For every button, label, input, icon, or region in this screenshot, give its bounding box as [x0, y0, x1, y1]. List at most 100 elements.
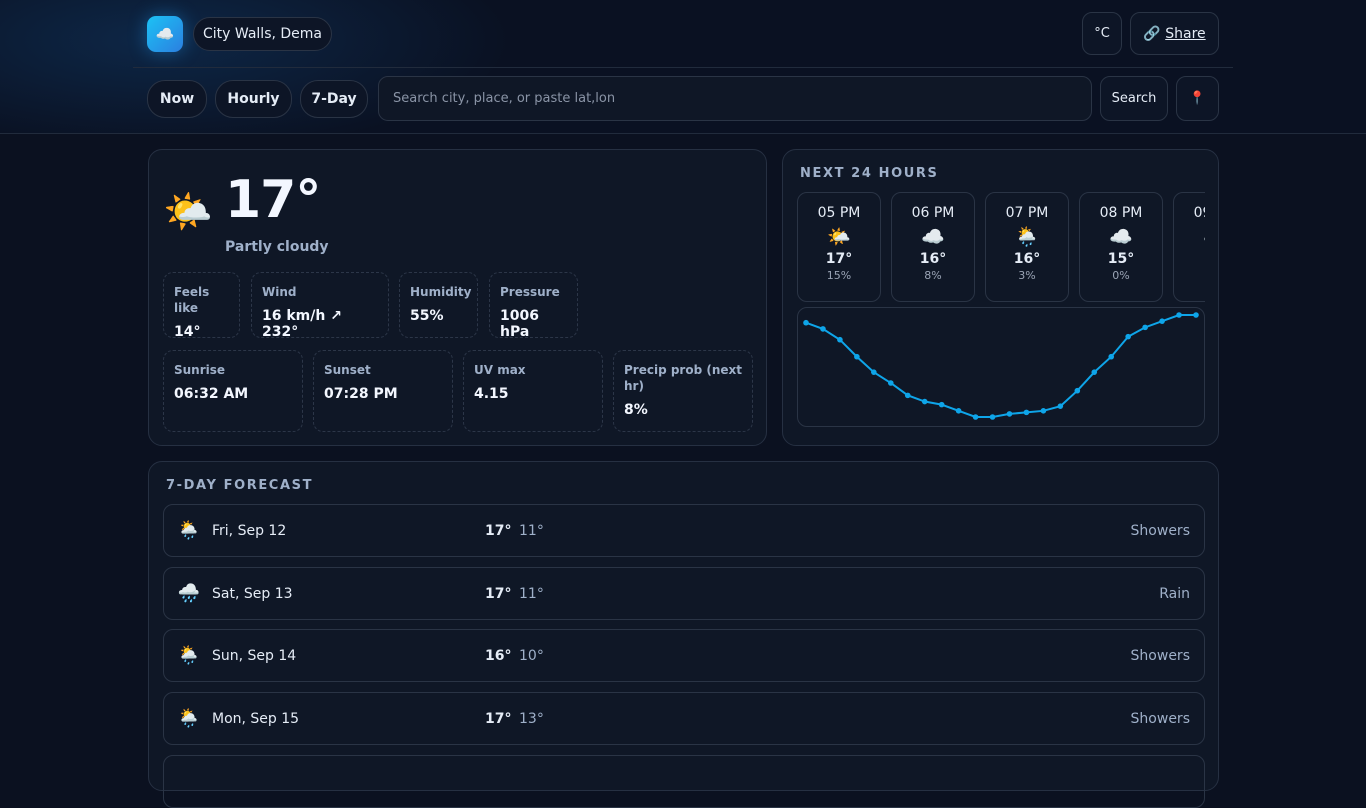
search-input[interactable]: Search city, place, or paste lat,lon	[378, 76, 1092, 121]
current-weather-card: 🌤️ 17° Partly cloudy Feels like 14° Wind 1…	[148, 149, 767, 446]
day-row[interactable]	[163, 755, 1205, 808]
hour-time: 09 PM	[1193, 205, 1205, 221]
hour-temp: 15°	[1107, 251, 1135, 267]
day-date: Fri, Sep 12	[212, 522, 287, 539]
temperature-point	[837, 336, 843, 343]
day-row[interactable]: 🌦️ Sun, Sep 14 16° 10° Showers	[163, 629, 1205, 682]
hour-time: 05 PM	[817, 205, 861, 221]
location-chip[interactable]: City Walls, Dema	[193, 17, 332, 51]
hour-time: 08 PM	[1099, 205, 1143, 221]
link-icon: 🔗	[1143, 25, 1161, 42]
day-high: 17°	[485, 710, 512, 727]
showers-icon: 🌦️	[177, 520, 201, 541]
day-row[interactable]: 🌧️ Sat, Sep 13 17° 11° Rain	[163, 567, 1205, 620]
nav-divider	[0, 133, 1366, 134]
stat-sunset: Sunset 07:28 PM	[313, 350, 453, 432]
cloud-icon: ☁️	[1174, 225, 1205, 249]
hour-temp: 16°	[919, 251, 947, 267]
hourly-title: NEXT 24 HOURS	[800, 166, 939, 181]
stat-feels-like: Feels like 14°	[163, 272, 240, 340]
rain-icon: 🌧️	[177, 583, 201, 604]
stat-value: 14°	[174, 324, 201, 340]
showers-icon: 🌦️	[177, 708, 201, 729]
temperature-point	[887, 380, 894, 386]
stat-label: Sunrise	[174, 363, 226, 377]
tab-7day[interactable]: 7-Day	[300, 80, 368, 118]
sun-rain-icon: 🌦️	[1015, 226, 1039, 248]
stat-value: 16 km/h ↗ 232°	[262, 308, 342, 340]
stat-uv-max: UV max 4.15	[463, 350, 603, 432]
search-button[interactable]: Search	[1100, 76, 1168, 121]
temperature-line-chart	[797, 307, 1205, 427]
day-low: 11°	[519, 585, 544, 602]
day-date: Mon, Sep 15	[212, 710, 300, 727]
unit-toggle-button[interactable]: °C	[1082, 12, 1122, 55]
day-condition: Showers	[1130, 522, 1190, 539]
hour-item[interactable]: 06 PM ☁️ 16° 8%	[891, 192, 975, 302]
pin-icon: 📍	[1189, 91, 1206, 106]
temperature-point	[803, 319, 809, 326]
current-condition: Partly cloudy	[225, 239, 329, 255]
temperature-point	[820, 326, 826, 332]
hour-time: 07 PM	[1005, 205, 1049, 221]
hour-item[interactable]: 09 PM ☁️ 1	[1173, 192, 1205, 302]
stat-value: 55%	[410, 308, 444, 324]
temperature-point	[1193, 312, 1199, 318]
stat-label: Sunset	[324, 363, 371, 377]
hour-temp: 16°	[1013, 251, 1041, 267]
hour-temp: 1	[1174, 251, 1205, 267]
hourly-scroller[interactable]: 05 PM 🌤️ 17° 15% 06 PM ☁️ 16° 8% 07 PM 🌦️ 16° 3% …	[783, 150, 1205, 310]
temperature-point	[1108, 353, 1115, 360]
partly-cloudy-icon: 🌤️	[163, 189, 213, 235]
partly-cloudy-icon: 🌤️	[827, 226, 851, 248]
temperature-point	[1057, 403, 1064, 409]
temperature-point	[938, 401, 945, 408]
temperature-point	[871, 369, 877, 375]
hour-item[interactable]: 05 PM 🌤️ 17° 15%	[797, 192, 881, 302]
temperature-point	[1074, 387, 1081, 394]
hour-precip: 8%	[924, 269, 942, 282]
cloud-icon: ☁️	[1109, 226, 1133, 248]
stat-value: 06:32 AM	[174, 386, 249, 402]
temperature-point	[1125, 333, 1131, 340]
showers-icon: 🌦️	[177, 645, 201, 666]
stat-humidity: Humidity 55%	[399, 272, 478, 338]
temperature-point	[1159, 318, 1165, 324]
day-condition: Showers	[1130, 710, 1190, 727]
day-row[interactable]: 🌦️ Mon, Sep 15 17° 13° Showers	[163, 692, 1205, 745]
day-row[interactable]: 🌦️ Fri, Sep 12 17° 11° Showers	[163, 504, 1205, 557]
hour-item[interactable]: 08 PM ☁️ 15° 0%	[1079, 192, 1163, 302]
current-temperature: 17°	[225, 170, 321, 230]
stat-pressure: Pressure 1006 hPa	[489, 272, 578, 340]
stat-label: Wind	[262, 285, 297, 299]
temperature-point	[854, 353, 860, 360]
cloud-icon: ☁️	[155, 25, 175, 43]
hour-item[interactable]: 07 PM 🌦️ 16° 3%	[985, 192, 1069, 302]
daily-title: 7-DAY FORECAST	[166, 478, 314, 493]
cloud-icon: ☁️	[921, 226, 945, 248]
app-logo[interactable]: ☁️	[147, 16, 183, 52]
hour-precip: 3%	[1018, 269, 1036, 282]
temperature-point	[1006, 411, 1013, 417]
day-high: 17°	[485, 522, 512, 539]
day-condition: Showers	[1130, 647, 1190, 664]
tab-hourly[interactable]: Hourly	[215, 80, 292, 118]
temperature-point	[972, 414, 979, 420]
temperature-point	[1142, 324, 1148, 331]
temperature-point	[904, 392, 911, 399]
temperature-point	[1040, 408, 1047, 414]
day-low: 11°	[519, 522, 544, 539]
stat-label: Pressure	[500, 285, 560, 299]
hour-time: 06 PM	[911, 205, 955, 221]
stat-value: 07:28 PM	[324, 386, 398, 402]
temperature-point	[921, 398, 928, 405]
day-condition: Rain	[1159, 585, 1190, 602]
temperature-point	[955, 408, 962, 414]
stat-sunrise: Sunrise 06:32 AM	[163, 350, 303, 432]
locate-button[interactable]: 📍	[1176, 76, 1219, 121]
hour-temp: 17°	[825, 251, 853, 267]
tab-now[interactable]: Now	[147, 80, 207, 118]
stat-value: 8%	[624, 402, 648, 418]
hour-precip: 15%	[826, 269, 852, 282]
share-button[interactable]: 🔗 Share	[1130, 12, 1219, 55]
